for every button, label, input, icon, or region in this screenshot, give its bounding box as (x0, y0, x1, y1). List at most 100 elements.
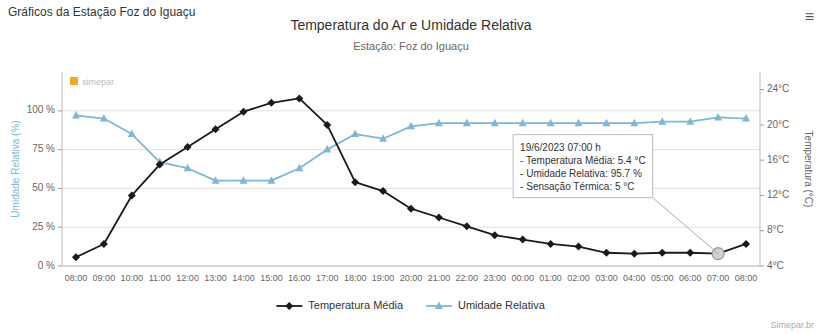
grid-line (62, 188, 760, 189)
marker-diamond (686, 249, 694, 257)
marker-triangle (714, 113, 722, 121)
marker-diamond (547, 240, 555, 248)
x-tick-label: 16:00 (288, 273, 311, 283)
marker-diamond (575, 243, 583, 251)
y2-tick-mark (760, 266, 764, 267)
marker-triangle (379, 134, 387, 142)
page-title: Gráficos da Estação Foz do Iguaçu (8, 5, 195, 19)
watermark: simepar (82, 77, 114, 87)
x-tick-label: 06:00 (679, 273, 702, 283)
legend-marker (435, 302, 443, 310)
marker-triangle (184, 164, 192, 172)
marker-triangle (407, 122, 415, 130)
marker-triangle (575, 119, 583, 127)
marker-triangle (72, 111, 80, 119)
x-tick-label: 22:00 (456, 273, 479, 283)
y-tick-mark (58, 266, 62, 267)
y2-axis-line (760, 72, 761, 266)
marker-triangle (128, 130, 136, 138)
marker-diamond (72, 253, 80, 261)
chart-subtitle: Estação: Foz do Iguaçu (353, 40, 469, 52)
legend-label: Umidade Relativa (458, 299, 546, 311)
marker-diamond (295, 94, 303, 102)
y-axis-label: Umidade Relativa (%) (10, 120, 21, 217)
marker-diamond (407, 205, 415, 213)
menu-icon: ≡ (805, 8, 814, 25)
y-tick-mark (58, 227, 62, 228)
marker-triangle (602, 119, 610, 127)
marker-diamond (379, 187, 387, 195)
marker-triangle (239, 176, 247, 184)
tooltip-box (513, 135, 653, 198)
x-tick-label: 01:00 (539, 273, 562, 283)
x-tick-label: 21:00 (428, 273, 451, 283)
legend-marker (285, 302, 293, 310)
marker-diamond (184, 143, 192, 151)
marker-triangle (491, 119, 499, 127)
marker-triangle (463, 119, 471, 127)
marker-diamond (100, 240, 108, 248)
background (0, 0, 822, 334)
x-tick-label: 13:00 (204, 273, 227, 283)
marker-diamond (742, 240, 750, 248)
marker-diamond (128, 191, 136, 199)
tooltip-line: - Sensação Térmica: 5 °C (520, 181, 634, 192)
legend-item: Temperatura Média (276, 299, 404, 311)
y2-tick-label: 24°C (767, 83, 789, 94)
y2-tick-label: 20°C (767, 119, 789, 130)
series (72, 94, 750, 261)
x-tick-label: 23:00 (483, 273, 506, 283)
tooltip-connector (653, 198, 718, 254)
footer: Simepar.br (770, 320, 814, 330)
marker-diamond (463, 222, 471, 230)
x-tick-label: 19:00 (372, 273, 395, 283)
marker-diamond (239, 108, 247, 116)
tooltip-line: - Umidade Relativa: 95.7 % (520, 168, 642, 179)
x-tick-label: 17:00 (316, 273, 339, 283)
y2-tick-mark (760, 124, 764, 125)
marker-triangle (267, 176, 275, 184)
x-tick-label: 12:00 (176, 273, 199, 283)
series-line (76, 98, 746, 257)
x-tick-label: 14:00 (232, 273, 255, 283)
marker-triangle (658, 117, 666, 125)
marker-diamond (212, 125, 220, 133)
y-tick-mark (58, 149, 62, 150)
logo-square (70, 77, 78, 85)
marker-triangle (351, 130, 359, 138)
x-tick-label: 04:00 (623, 273, 646, 283)
y-tick-label: 100 % (27, 104, 55, 115)
x-tick-label: 15:00 (260, 273, 283, 283)
page: {"chart_data": { "type": "line", "title"… (0, 0, 822, 334)
grid-line (62, 266, 760, 267)
x-tick-label: 08:00 (735, 273, 758, 283)
chart-container: Temperatura do Ar e Umidade Relativa Esta… (0, 0, 822, 334)
marker-triangle (686, 117, 694, 125)
marker-diamond (519, 236, 527, 244)
tooltip-text: 19/6/2023 07:00 h- Temperatura Média: 5.… (520, 142, 646, 192)
marker-diamond (267, 99, 275, 107)
y2-tick-label: 12°C (767, 189, 789, 200)
x-tick-label: 00:00 (511, 273, 534, 283)
grid (62, 111, 760, 266)
legend-label: Temperatura Média (308, 299, 404, 311)
y2-tick-label: 4°C (767, 260, 784, 271)
marker-diamond (435, 214, 443, 222)
x-tick-label: 18:00 (344, 273, 367, 283)
y-tick-label: 25 % (32, 221, 55, 232)
marker-diamond (323, 121, 331, 129)
x-tick-label: 10:00 (121, 273, 144, 283)
legend-item: Umidade Relativa (426, 299, 546, 311)
x-tick-label: 07:00 (707, 273, 730, 283)
y-tick-label: 0 % (38, 260, 55, 271)
marker-diamond (658, 249, 666, 257)
x-tick-label: 08:00 (65, 273, 88, 283)
y-tick-label: 75 % (32, 143, 55, 154)
x-tick-label: 11:00 (149, 273, 171, 283)
marker-diamond (491, 231, 499, 239)
y2-tick-mark (760, 160, 764, 161)
y-tick-mark (58, 110, 62, 111)
chart-title: Temperatura do Ar e Umidade Relativa (290, 17, 531, 33)
tooltip: 19/6/2023 07:00 h- Temperatura Média: 5.… (513, 135, 653, 198)
marker-triangle (547, 119, 555, 127)
